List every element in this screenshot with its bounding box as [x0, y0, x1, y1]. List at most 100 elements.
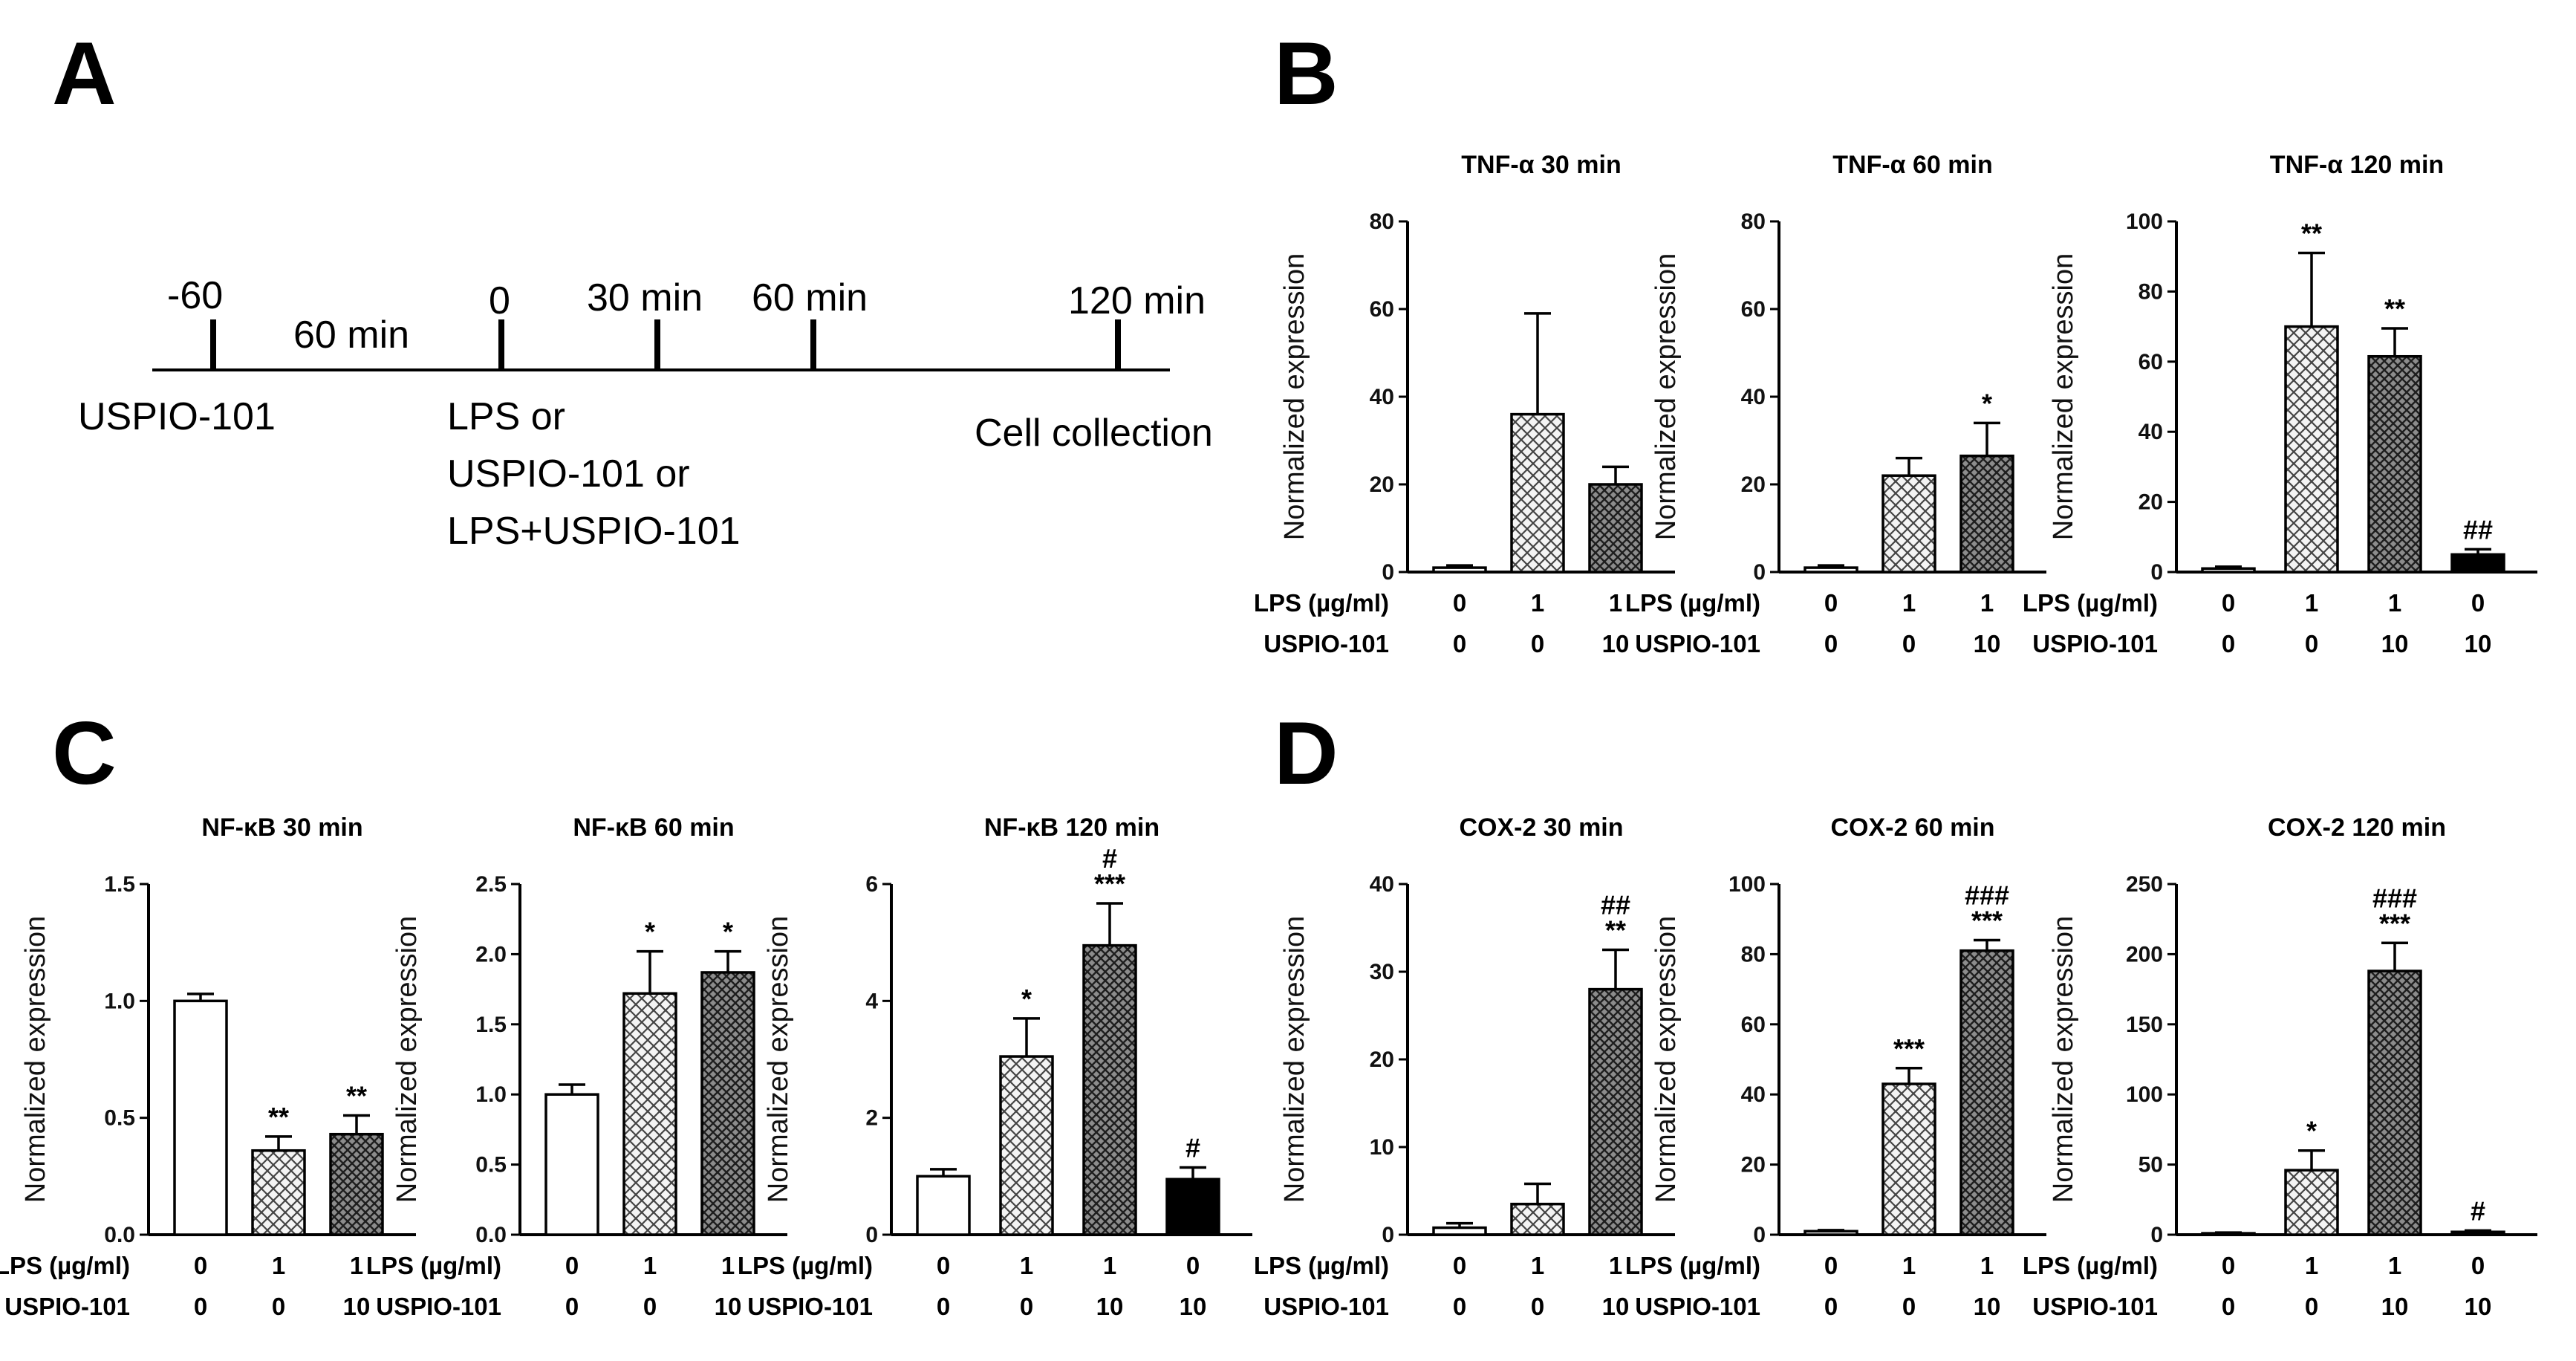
- y-tick-label: 40: [1741, 1082, 1766, 1107]
- uspio-value: 10: [1974, 1293, 2001, 1320]
- lps-row-label: LPS (µg/ml): [0, 1252, 130, 1279]
- uspio-value: 0: [1453, 1293, 1466, 1320]
- y-tick-label: 50: [2138, 1153, 2163, 1178]
- significance-marker: *: [1021, 984, 1032, 1014]
- bar: [251, 1149, 306, 1236]
- timeline-label-30: 30 min: [587, 276, 703, 319]
- y-tick-label: 100: [1728, 872, 1766, 897]
- y-tick-label: 80: [1370, 209, 1394, 234]
- timeline-event-collection: Cell collection: [975, 412, 1213, 455]
- y-tick-label: 6: [865, 872, 878, 897]
- lps-value: 0: [1824, 589, 1838, 617]
- lps-value: 1: [272, 1252, 285, 1279]
- bar: [1959, 949, 2014, 1236]
- uspio-value: 0: [1453, 630, 1466, 657]
- y-tick-label: 0.5: [104, 1106, 135, 1131]
- significance-marker: *: [723, 917, 733, 947]
- y-tick-label: 80: [1741, 942, 1766, 967]
- y-axis-label: Normalized expression: [391, 916, 423, 1204]
- y-tick-label: 60: [1741, 297, 1766, 322]
- chart-title: COX-2 60 min: [1830, 813, 1994, 842]
- lps-value: 0: [2222, 1252, 2235, 1279]
- significance-marker: #: [1185, 1133, 1200, 1163]
- bar: [329, 1132, 384, 1236]
- uspio-value: 0: [2222, 1293, 2235, 1320]
- significance-marker: ***: [1893, 1033, 1925, 1064]
- lps-value: 0: [2471, 589, 2485, 617]
- uspio-value: 10: [2465, 1293, 2492, 1320]
- significance-marker: **: [346, 1081, 367, 1111]
- y-tick-label: 40: [1370, 872, 1394, 897]
- lps-row-label: LPS (µg/ml): [2023, 1252, 2158, 1279]
- chart-title: NF-κB 30 min: [201, 813, 362, 842]
- bar: [2201, 567, 2256, 574]
- significance-marker: ***: [1971, 906, 2003, 936]
- chart-nfkb-30min: NF-κB 30 min Normalized expression 0.0 0.5 1…: [0, 813, 416, 1320]
- lps-value: 1: [1103, 1252, 1116, 1279]
- timeline-label-60: 60 min: [752, 276, 868, 319]
- timeline-label-120: 120 min: [1068, 279, 1206, 322]
- uspio-value: 10: [1602, 1293, 1630, 1320]
- bar: [1803, 1230, 1858, 1236]
- bar: [2284, 325, 2339, 574]
- bar: [700, 971, 755, 1236]
- significance-marker: **: [268, 1102, 289, 1132]
- uspio-value: 0: [1020, 1293, 1033, 1320]
- chart-nfkb-120min: NF-κB 120 min Normalized expression 0 2 4 6 LP…: [738, 813, 1252, 1320]
- timeline-label-0: 0: [489, 279, 510, 322]
- bar: [1803, 566, 1858, 574]
- y-tick-label: 0: [1753, 1223, 1766, 1247]
- uspio-row-label: USPIO-101: [747, 1293, 873, 1320]
- bar: [1165, 1178, 1220, 1236]
- significance-marker: **: [2301, 218, 2322, 248]
- lps-row-label: LPS (µg/ml): [1254, 589, 1389, 617]
- panel-label-d: D: [1274, 704, 1339, 803]
- y-tick-label: 100: [2126, 209, 2163, 234]
- significance-marker: *: [1982, 388, 1992, 418]
- y-tick-label: 100: [2126, 1082, 2163, 1107]
- y-tick-label: 20: [1370, 472, 1394, 497]
- y-tick-label: 0: [1382, 560, 1394, 585]
- chart-cox2-60min: COX-2 60 min Normalized expression 0 20 40 60…: [1625, 813, 2046, 1320]
- lps-value: 0: [565, 1252, 579, 1279]
- bar: [1432, 566, 1487, 574]
- panel-label-a: A: [52, 24, 117, 123]
- lps-value: 1: [1531, 589, 1544, 617]
- chart-nfkb-60min: NF-κB 60 min Normalized expression 0.0 0.5 1…: [366, 813, 787, 1320]
- lps-value: 1: [2388, 1252, 2401, 1279]
- bar: [2450, 1230, 2505, 1236]
- lps-value: 1: [1531, 1252, 1544, 1279]
- bar: [1082, 943, 1137, 1236]
- uspio-row-label: USPIO-101: [1635, 1293, 1760, 1320]
- significance-marker: ###: [2372, 883, 2417, 913]
- y-tick-label: 0: [2150, 560, 2163, 585]
- chart-title: TNF-α 60 min: [1832, 151, 1992, 179]
- significance-marker: **: [1605, 915, 1626, 946]
- significance-marker: ***: [2379, 908, 2410, 938]
- significance-marker: **: [2384, 293, 2405, 324]
- lps-value: 1: [2305, 589, 2318, 617]
- uspio-value: 0: [272, 1293, 285, 1320]
- y-tick-label: 2: [865, 1106, 878, 1131]
- lps-value: 1: [350, 1252, 363, 1279]
- bar: [622, 992, 677, 1236]
- y-tick-label: 40: [2138, 420, 2163, 444]
- lps-value: 1: [1902, 1252, 1916, 1279]
- bar: [1881, 474, 1936, 574]
- y-tick-label: 0: [1382, 1223, 1394, 1247]
- y-tick-label: 60: [2138, 350, 2163, 374]
- uspio-value: 0: [2305, 630, 2318, 657]
- uspio-value: 0: [2305, 1293, 2318, 1320]
- timeline-label-minus60: -60: [167, 274, 223, 317]
- timeline-event-treat-line2: USPIO-101 or: [447, 452, 690, 496]
- uspio-value: 0: [1531, 1293, 1544, 1320]
- bar: [1959, 454, 2014, 574]
- y-tick-label: 0: [865, 1223, 878, 1247]
- uspio-row-label: USPIO-101: [4, 1293, 130, 1320]
- uspio-value: 0: [1824, 1293, 1838, 1320]
- uspio-value: 0: [937, 1293, 950, 1320]
- bar: [1588, 483, 1643, 574]
- y-axis-label: Normalized expression: [2048, 253, 2079, 541]
